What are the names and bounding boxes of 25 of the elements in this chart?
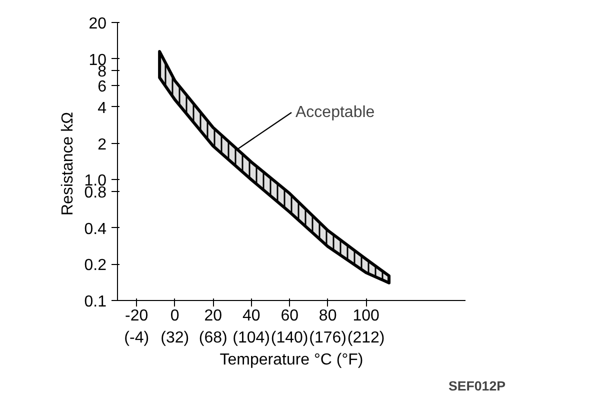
x-tick-label: -20 — [125, 308, 148, 324]
y-tick-label: 20 — [88, 16, 107, 32]
x2-tick-label: (32) — [160, 330, 190, 346]
y-tick-label: 0.4 — [84, 220, 107, 238]
y-tick-label: 2 — [98, 136, 107, 154]
x2-tick-label: (-4) — [124, 330, 150, 346]
x-tick-label: 100 — [352, 308, 380, 324]
y-tick-label: 0.2 — [84, 257, 107, 274]
x2-tick-label: (140) — [270, 330, 308, 346]
annotation: Acceptable — [296, 104, 375, 121]
x-tick-label: 40 — [242, 308, 260, 324]
x-tick-label: 20 — [204, 308, 222, 324]
y-tick-label: 0.1 — [84, 294, 107, 310]
x-tick-label: 80 — [318, 308, 337, 324]
x-tick-label: 0 — [170, 308, 180, 324]
x2-tick-label: (176) — [309, 330, 347, 346]
x2-tick-label: (212) — [347, 330, 385, 346]
x2-tick-label: (104) — [232, 330, 270, 346]
y-axis-title: Resistance kΩ — [59, 112, 76, 216]
y-tick-label: 4 — [98, 100, 107, 117]
x-tick-label: 60 — [280, 308, 299, 324]
text: SEF012P — [448, 378, 506, 394]
x-axis-title: Temperature °C (°F) — [220, 352, 364, 368]
x2-tick-label: (68) — [198, 330, 228, 346]
y-tick-label: 6 — [98, 78, 107, 96]
